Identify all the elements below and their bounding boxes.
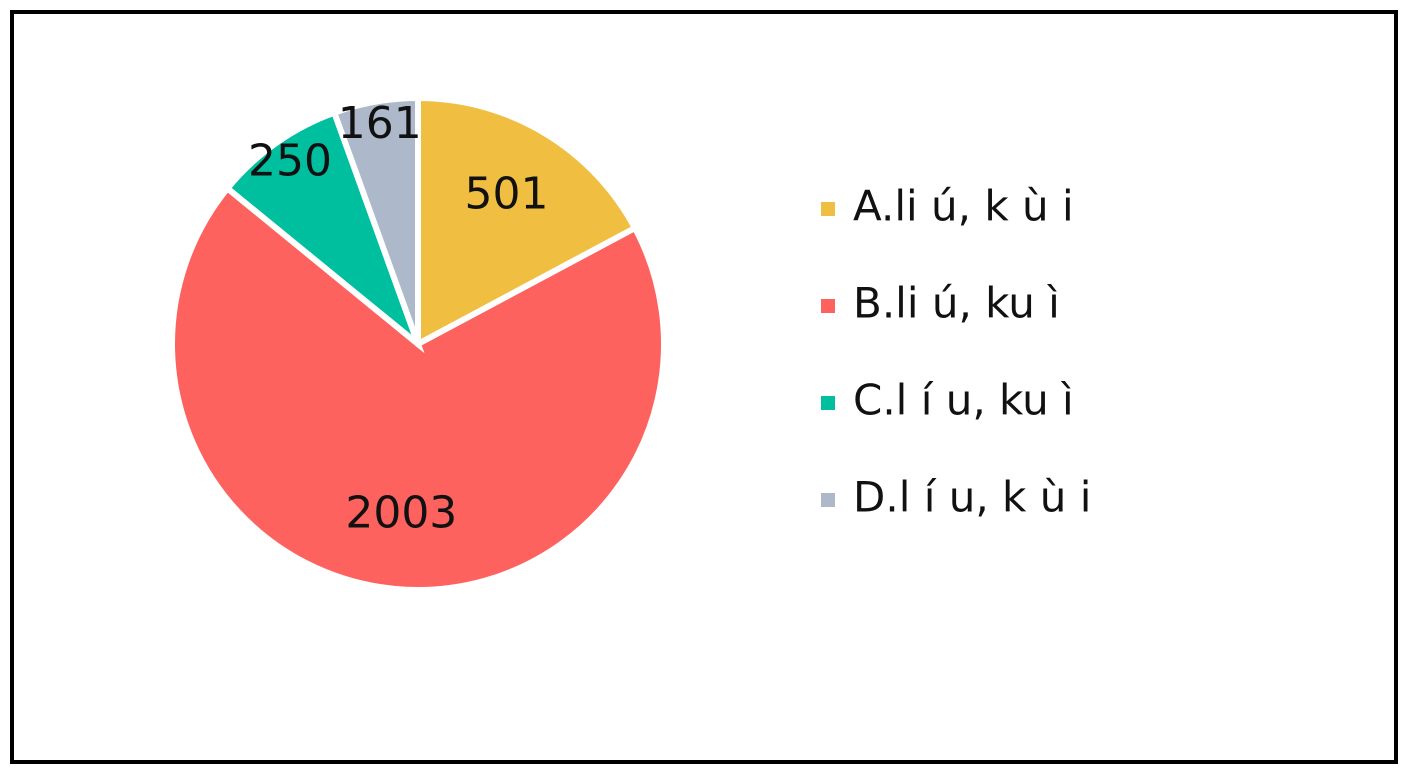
legend-swatch: [821, 202, 835, 216]
pie-slice: [169, 184, 667, 593]
legend-label: A.li ú, k ù i: [853, 182, 1074, 231]
data-label: 250: [248, 135, 332, 186]
legend: A.li ú, k ù i B.li ú, ku ì C.l í u, ku ì D.…: [821, 182, 1091, 522]
legend-swatch: [821, 299, 835, 313]
data-label: 501: [465, 168, 549, 219]
data-label: 161: [338, 98, 422, 149]
pie-slice: [330, 94, 421, 346]
data-label: 2003: [345, 487, 457, 538]
legend-label: C.l í u, ku ì: [853, 376, 1074, 425]
pie-slice: [415, 94, 640, 350]
legend-label: D.l í u, k ù i: [853, 473, 1091, 522]
legend-label: B.li ú, ku ì: [853, 279, 1060, 328]
pie: [169, 94, 667, 593]
legend-swatch: [821, 396, 835, 410]
legend-swatch: [821, 493, 835, 507]
pie-slice: [223, 108, 425, 354]
